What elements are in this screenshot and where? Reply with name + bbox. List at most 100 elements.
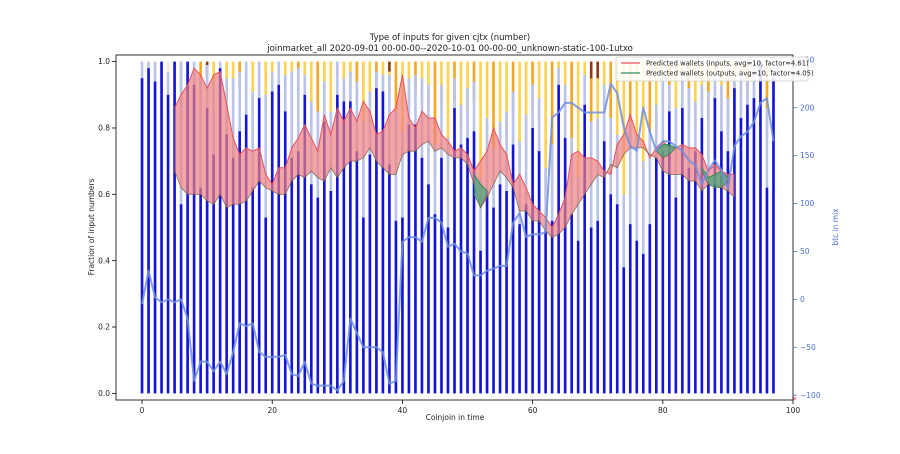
bar-blue — [225, 134, 228, 394]
bar-blue — [687, 167, 691, 394]
y-tick-label: 1.0 — [98, 57, 110, 66]
bar-gold — [251, 61, 255, 109]
bar-gold — [511, 61, 515, 115]
bars-group — [140, 61, 775, 394]
bar-blue — [563, 137, 567, 394]
x-tick-label: 20 — [267, 406, 277, 415]
bar-blue — [466, 137, 469, 394]
bar-blue — [668, 111, 671, 394]
bar-blue — [231, 157, 235, 394]
bar-gold — [505, 61, 508, 142]
bar-blue — [694, 151, 697, 394]
bar-blue — [681, 108, 684, 394]
bar-blue — [641, 254, 645, 394]
y2-tick-label: −100 — [800, 391, 821, 400]
bar-gold — [726, 61, 730, 128]
bar-gold — [589, 61, 593, 155]
bar-blue — [544, 230, 547, 394]
bar-blue — [576, 240, 580, 394]
bar-blue — [309, 184, 313, 394]
bar-gold — [309, 61, 313, 135]
bar-gold — [648, 61, 652, 162]
y2-tick-label: 200 — [800, 103, 815, 112]
bar-blue — [459, 144, 463, 394]
chart-title: Type of inputs for given cjtx (number) — [369, 33, 531, 43]
bar-blue — [238, 131, 241, 394]
band-outputs-0-fill — [474, 174, 488, 208]
bar-gold — [596, 61, 600, 148]
bar-gold — [264, 61, 268, 112]
bar-blue — [602, 141, 606, 394]
bar-blue — [700, 118, 704, 394]
bar-blue — [635, 240, 639, 394]
bar-blue — [661, 151, 665, 394]
bar-blue — [355, 151, 359, 394]
bar-blue — [622, 267, 626, 394]
x-tick-label: 80 — [658, 406, 668, 415]
bar-blue — [186, 61, 189, 394]
bar-blue — [609, 194, 613, 394]
bar-blue — [531, 127, 534, 394]
bar-brown — [388, 61, 391, 72]
btc-in-mix-line — [141, 82, 775, 392]
bar-blue — [173, 61, 176, 394]
bar-blue — [524, 204, 528, 394]
x-tick-label: 60 — [528, 406, 538, 415]
bar-blue — [739, 118, 743, 394]
bar-blue — [446, 227, 450, 394]
bar-blue — [589, 227, 593, 394]
bar-gold — [674, 61, 678, 142]
bar-gold — [479, 61, 482, 211]
y2-tick-label: 150 — [800, 151, 815, 160]
y-tick-label: 0.8 — [98, 124, 110, 133]
bar-blue — [160, 61, 163, 394]
bar-blue — [407, 124, 411, 394]
bar-gold — [544, 61, 547, 201]
y2-axis-label: btc in mix — [831, 208, 840, 246]
bar-blue — [270, 91, 274, 394]
bar-blue — [283, 111, 287, 394]
bar-blue — [166, 94, 170, 394]
origin-marker — [792, 396, 797, 401]
bar-blue — [498, 184, 502, 394]
bar-blue — [720, 131, 723, 394]
bar-blue — [362, 217, 365, 394]
bar-gold — [635, 61, 639, 182]
bar-blue — [277, 84, 281, 394]
bar-blue — [336, 94, 339, 394]
bar-blue — [733, 88, 736, 394]
bar-blue — [537, 151, 541, 394]
bar-blue — [492, 207, 495, 394]
bar-brown — [589, 61, 593, 79]
bar-blue — [746, 104, 749, 394]
x-tick-label: 40 — [398, 406, 408, 415]
bar-blue — [414, 124, 417, 394]
bar-blue — [205, 108, 209, 394]
bar-gold — [329, 61, 333, 135]
band-outputs-1-fill — [656, 144, 676, 158]
bar-blue — [323, 121, 326, 394]
bar-blue — [381, 91, 385, 394]
bar-blue — [759, 61, 762, 394]
y2-tick-label: 100 — [800, 199, 815, 208]
y2-tick-label: −50 — [800, 343, 816, 352]
bar-blue — [296, 151, 300, 394]
bar-blue — [726, 151, 730, 394]
y-axis-label: Fraction of input numbers — [87, 179, 96, 276]
bar-gold — [446, 61, 450, 168]
band-inputs-fill — [174, 68, 735, 238]
bar-blue — [772, 78, 775, 394]
band-outputs-1-upper-line — [655, 144, 677, 152]
bar-gold — [518, 61, 521, 175]
bar-blue — [505, 191, 508, 394]
band-inputs-lower-line — [174, 140, 735, 238]
y2-tick-label: 50 — [800, 247, 810, 256]
x-tick-label: 0 — [140, 406, 145, 415]
bar-blue — [140, 78, 144, 394]
bar-gold — [537, 61, 541, 122]
bar-blue — [707, 181, 710, 394]
legend-label-inputs: Predicted wallets (inputs, avg=10, facto… — [646, 60, 809, 68]
band-outputs-0-lower-line — [473, 194, 488, 209]
y-tick-label: 0.0 — [98, 389, 110, 398]
